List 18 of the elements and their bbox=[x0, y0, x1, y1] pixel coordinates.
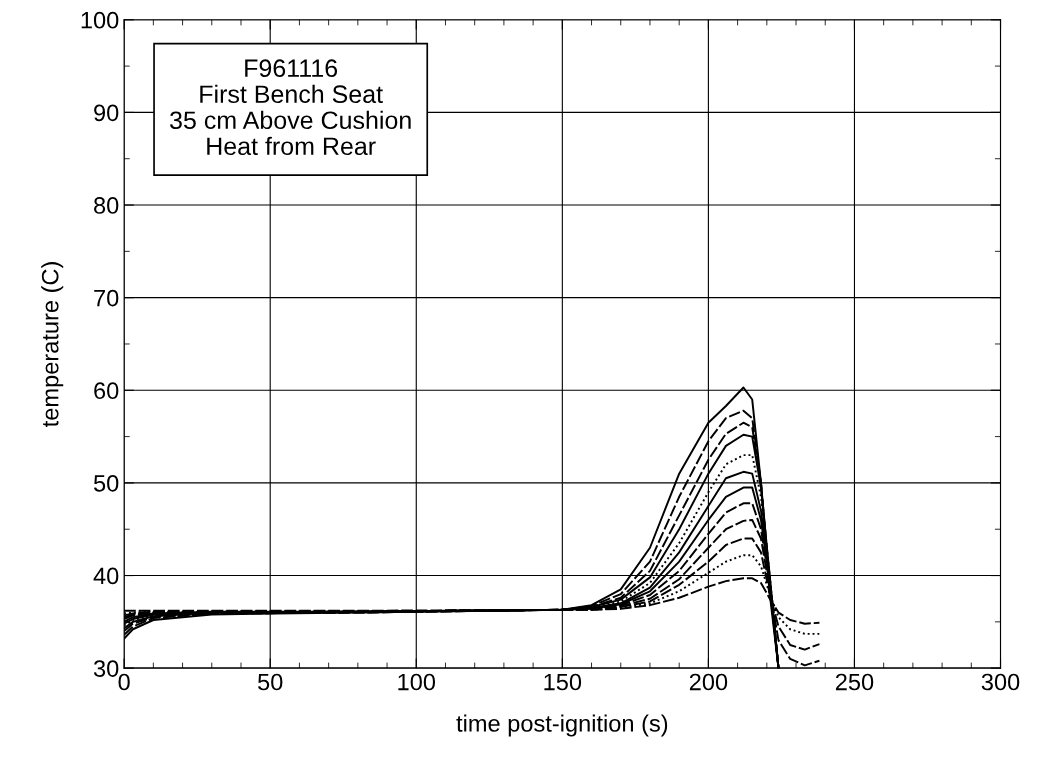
y-tick-label: 90 bbox=[94, 104, 119, 122]
x-tick-label: 150 bbox=[544, 673, 582, 691]
annotation: F961116 First Bench Seat 35 cm Above Cushion Heat from Rear bbox=[170, 59, 411, 156]
y-tick-label: 50 bbox=[93, 474, 119, 492]
y-tick-label: 30 bbox=[93, 660, 119, 677]
x-axis-title: time post-ignition (s) bbox=[456, 714, 668, 737]
x-tick-label: 250 bbox=[835, 673, 874, 691]
x-tick-label: 50 bbox=[258, 673, 283, 691]
y-tick-label: 60 bbox=[94, 382, 119, 400]
y-axis-title: temperature (C) bbox=[41, 262, 64, 427]
y-tick-label: 40 bbox=[93, 567, 119, 585]
x-tick-label: 0 bbox=[118, 673, 130, 691]
y-tick-label: 100 bbox=[81, 11, 119, 29]
x-tick-label: 100 bbox=[398, 673, 436, 691]
x-tick-label: 300 bbox=[981, 673, 1020, 691]
y-tick-label: 80 bbox=[94, 197, 119, 214]
y-tick-label: 70 bbox=[94, 289, 119, 307]
x-tick-label: 200 bbox=[689, 673, 728, 691]
